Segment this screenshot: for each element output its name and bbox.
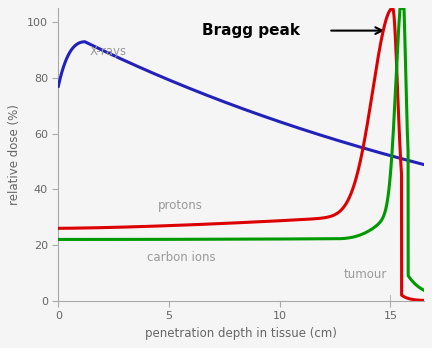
X-axis label: penetration depth in tissue (cm): penetration depth in tissue (cm): [145, 327, 337, 340]
Text: X-rays: X-rays: [89, 46, 127, 58]
Y-axis label: relative dose (%): relative dose (%): [8, 104, 21, 205]
Text: Bragg peak: Bragg peak: [202, 23, 300, 38]
Text: tumour: tumour: [344, 268, 388, 281]
Text: carbon ions: carbon ions: [147, 251, 216, 263]
Text: protons: protons: [158, 199, 203, 212]
